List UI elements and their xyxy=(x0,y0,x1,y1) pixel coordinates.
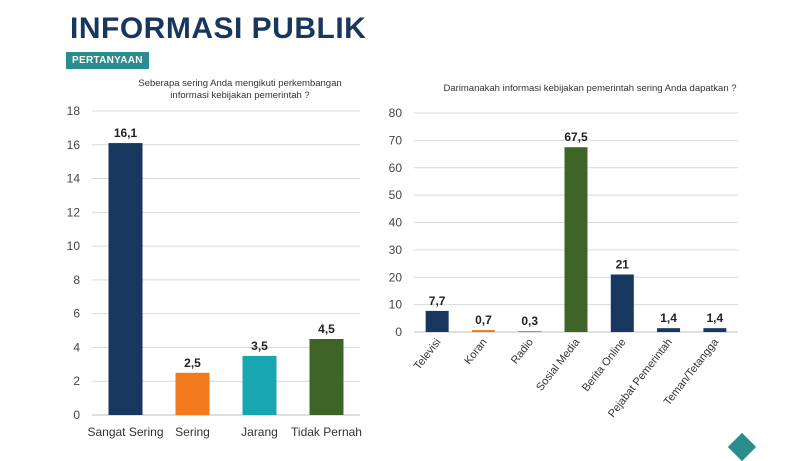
y-tick-label: 14 xyxy=(67,172,81,186)
data-label: 21 xyxy=(616,258,630,272)
bar-sangat-sering xyxy=(108,143,143,416)
page-title: INFORMASI PUBLIK xyxy=(70,12,367,45)
chart-1-title: Seberapa sering Anda mengikuti perkemban… xyxy=(110,78,370,102)
bar-tidak-pernah xyxy=(309,339,344,415)
bar-pejabat-pemerintah xyxy=(657,328,681,332)
bar-sering xyxy=(175,372,210,415)
bar-teman-tetangga xyxy=(703,328,727,332)
bar-koran xyxy=(471,330,495,332)
data-label: 1,4 xyxy=(660,311,677,325)
x-tick-label: Koran xyxy=(462,336,490,367)
data-label: 1,4 xyxy=(707,311,724,325)
x-tick-label: Teman/Tetangga xyxy=(662,336,722,408)
x-tick-label: Jarang xyxy=(241,425,278,439)
chart-2-title: Darimanakah informasi kebijakan pemerint… xyxy=(443,83,737,94)
y-tick-label: 10 xyxy=(67,239,81,253)
x-tick-label: Sering xyxy=(175,425,210,439)
x-tick-label: Tidak Pernah xyxy=(291,425,362,439)
y-tick-label: 2 xyxy=(73,374,80,388)
y-tick-label: 16 xyxy=(67,138,81,152)
bar-televisi xyxy=(425,310,449,332)
chart-1-title-line-1: Seberapa sering Anda mengikuti perkemban… xyxy=(138,78,342,89)
x-tick-label: Pejabat Pemerintah xyxy=(606,336,675,420)
bar-jarang xyxy=(242,355,277,415)
corner-decoration xyxy=(727,432,757,461)
y-tick-label: 6 xyxy=(73,307,80,321)
x-tick-label: Sangat Sering xyxy=(87,425,163,439)
y-tick-label: 4 xyxy=(73,340,80,354)
x-tick-label: Sosial Media xyxy=(534,336,583,394)
bar-sosial-media xyxy=(564,147,588,332)
data-label: 67,5 xyxy=(564,130,588,144)
chart-frequency: 0 2 4 6 8 10 12 14 16 18 16,1 Sangat Sering 2,5 Serin… xyxy=(67,104,362,439)
y-tick-label: 12 xyxy=(67,205,81,219)
x-tick-label: Televisi xyxy=(412,336,444,372)
y-tick-label: 18 xyxy=(67,104,81,118)
bar-berita-online xyxy=(610,274,634,332)
data-label: 0,7 xyxy=(475,313,492,327)
bar-radio xyxy=(518,331,542,332)
data-label: 7,7 xyxy=(429,294,446,308)
data-label: 2,5 xyxy=(184,356,201,370)
x-tick-label: Berita Online xyxy=(580,336,629,394)
y-tick-label: 0 xyxy=(73,408,80,422)
x-tick-label: Radio xyxy=(509,336,536,366)
data-label: 16,1 xyxy=(114,126,138,140)
data-label: 3,5 xyxy=(251,339,268,353)
section-badge: PERTANYAAN xyxy=(66,52,149,69)
y-tick-label: 8 xyxy=(73,273,80,287)
data-label: 4,5 xyxy=(318,322,335,336)
data-label: 0,3 xyxy=(521,314,538,328)
chart-1-title-line-2: informasi kebijakan pemerintah ? xyxy=(170,90,310,101)
